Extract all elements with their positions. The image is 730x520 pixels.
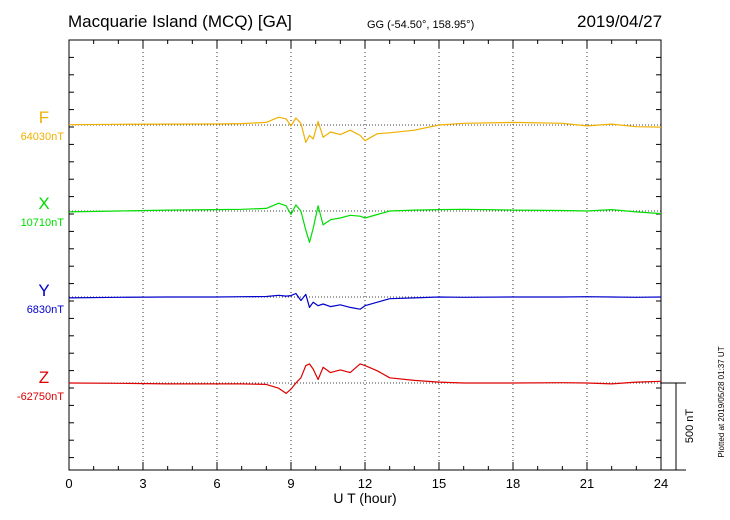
- plotted-timestamp: Plotted at 2019/05/28 01:37 UT: [717, 346, 726, 457]
- scale-bar: 500 nT: [661, 382, 696, 471]
- series-line-y: [68, 292, 662, 310]
- x-tick-label: 12: [358, 476, 372, 491]
- y-axis-minor-ticks: [69, 39, 661, 459]
- x-tick-label: 0: [65, 476, 72, 491]
- x-tick-label: 21: [580, 476, 594, 491]
- x-tick-label: 18: [506, 476, 520, 491]
- x-tick-label: 3: [139, 476, 146, 491]
- series-line-z: [68, 363, 662, 394]
- x-axis-label: U T (hour): [333, 490, 396, 506]
- series-baseline-y: 6830nT: [27, 304, 65, 316]
- x-tick-label: 15: [432, 476, 446, 491]
- x-tick-label: 6: [213, 476, 220, 491]
- station-title: Macquarie Island (MCQ) [GA]: [68, 12, 292, 31]
- series-layer: F 64030nT X 10710nT Y 6830nT Z -62750nT: [17, 108, 662, 403]
- x-tick-label: 24: [654, 476, 668, 491]
- series-name-y: Y: [38, 281, 49, 300]
- series-line-x: [68, 202, 662, 243]
- series-name-z: Z: [39, 368, 49, 387]
- station-coordinates: GG (-54.50°, 158.95°): [367, 19, 474, 31]
- x-axis-tick-labels: 0 3 6 9 12 15 18 21 24: [65, 476, 668, 491]
- plot-date: 2019/04/27: [577, 12, 662, 31]
- series-baseline-z: -62750nT: [17, 391, 64, 403]
- x-tick-label: 9: [287, 476, 294, 491]
- series-line-f: [68, 116, 662, 143]
- x-axis-ticks: [68, 40, 662, 470]
- series-name-x: X: [38, 194, 49, 213]
- series-name-f: F: [39, 108, 49, 127]
- series-baseline-x: 10710nT: [21, 217, 65, 229]
- vertical-gridlines: [142, 40, 588, 470]
- scale-bar-label: 500 nT: [684, 409, 696, 444]
- series-baseline-f: 64030nT: [21, 131, 65, 143]
